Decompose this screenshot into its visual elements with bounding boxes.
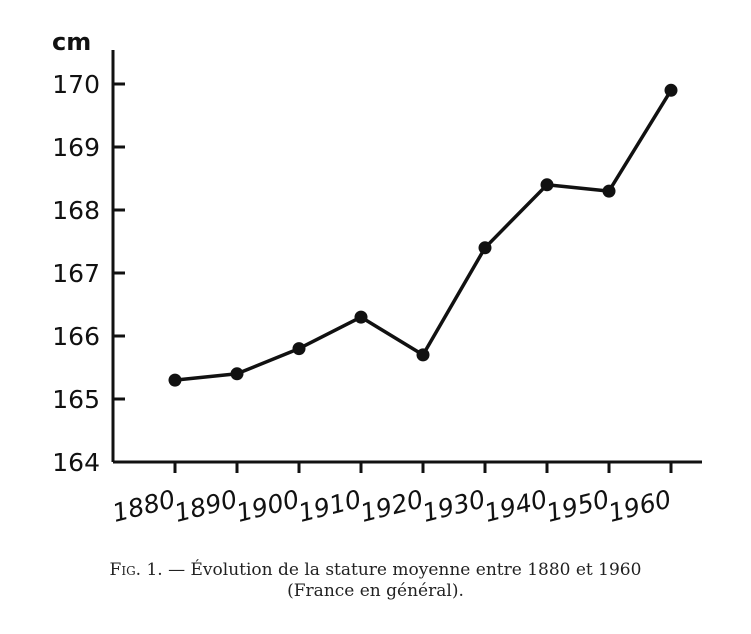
y-tick-label: 166 [52,322,100,351]
x-tick-label: 1960 [605,484,674,528]
caption-line-2: (France en général). [287,581,464,601]
x-tick-label: 1900 [233,484,302,528]
data-point [664,83,678,97]
x-tick-label: 1930 [419,484,488,528]
data-point [168,373,182,387]
x-tick-label: 1910 [295,484,364,528]
x-tick-label: 1920 [357,484,426,528]
caption-prefix: Fig. 1. [109,560,163,580]
y-tick-label: 164 [52,448,100,477]
y-tick-label: 169 [52,133,100,162]
x-tick-label: 1940 [481,484,550,528]
data-point [354,310,368,324]
y-tick-label: 167 [52,259,100,288]
x-tick-label: 1880 [109,484,178,528]
line-chart: cm 164 165 166 167 168 169 170 188018901900191… [52,28,702,528]
figure-caption: Fig. 1. — Évolution de la stature moyenn… [0,560,751,602]
data-point [416,348,430,362]
y-axis-unit: cm [52,28,91,56]
caption-line-1: Fig. 1. — Évolution de la stature moyenn… [0,560,751,581]
axes [111,50,702,464]
y-ticks: 164 165 166 167 168 169 170 [52,70,125,477]
data-point [602,184,616,198]
data-points [168,83,678,387]
data-point [478,241,492,255]
data-point [540,178,554,192]
y-tick-label: 168 [52,196,100,225]
x-tick-label: 1890 [171,484,240,528]
data-point [230,367,244,381]
series-line [174,89,673,382]
x-tick-label: 1950 [543,484,612,528]
y-tick-label: 170 [52,70,100,99]
caption-text: — Évolution de la stature moyenne entre … [162,560,642,580]
data-point [292,342,306,356]
y-tick-label: 165 [52,385,100,414]
